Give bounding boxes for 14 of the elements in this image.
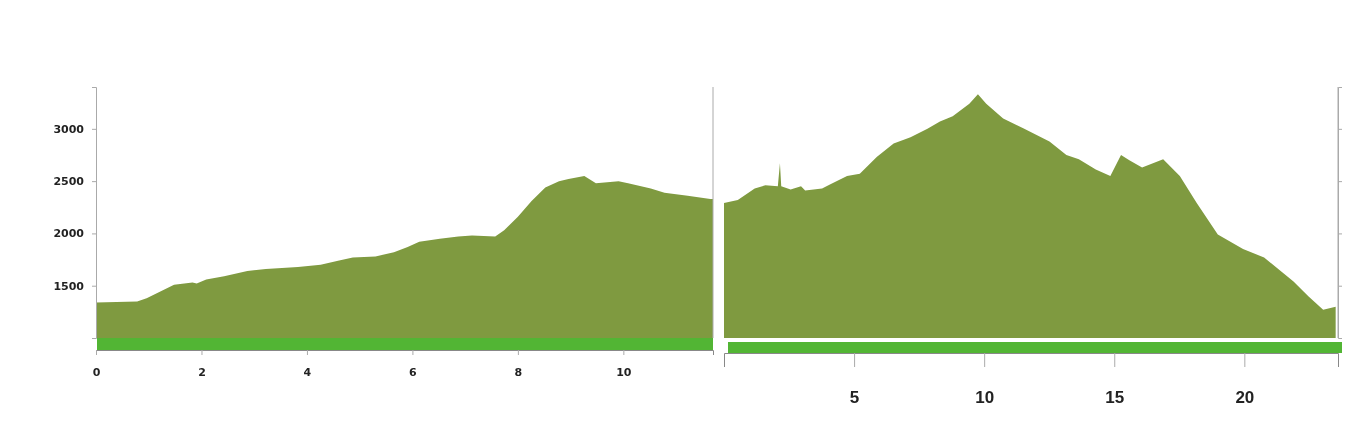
x-tick-label: 2 bbox=[198, 365, 206, 379]
x-tick-label: 6 bbox=[409, 365, 418, 379]
x-tick-label: 15 bbox=[1105, 388, 1125, 408]
y-tick-label: 1500 bbox=[53, 279, 85, 293]
y-tick-label: 2500 bbox=[53, 175, 85, 189]
x-tick-label: 0 bbox=[92, 365, 101, 379]
x-tick-label: 10 bbox=[616, 365, 632, 379]
y-tick-label: 2000 bbox=[53, 227, 85, 241]
x-tick-label: 20 bbox=[1235, 388, 1255, 408]
x-tick-label: 10 bbox=[975, 388, 995, 408]
x-tick-label: 5 bbox=[849, 388, 860, 408]
x-tick-label: 8 bbox=[514, 365, 523, 379]
x-tick-label: 4 bbox=[303, 365, 312, 379]
y-tick-label: 3000 bbox=[53, 122, 85, 136]
